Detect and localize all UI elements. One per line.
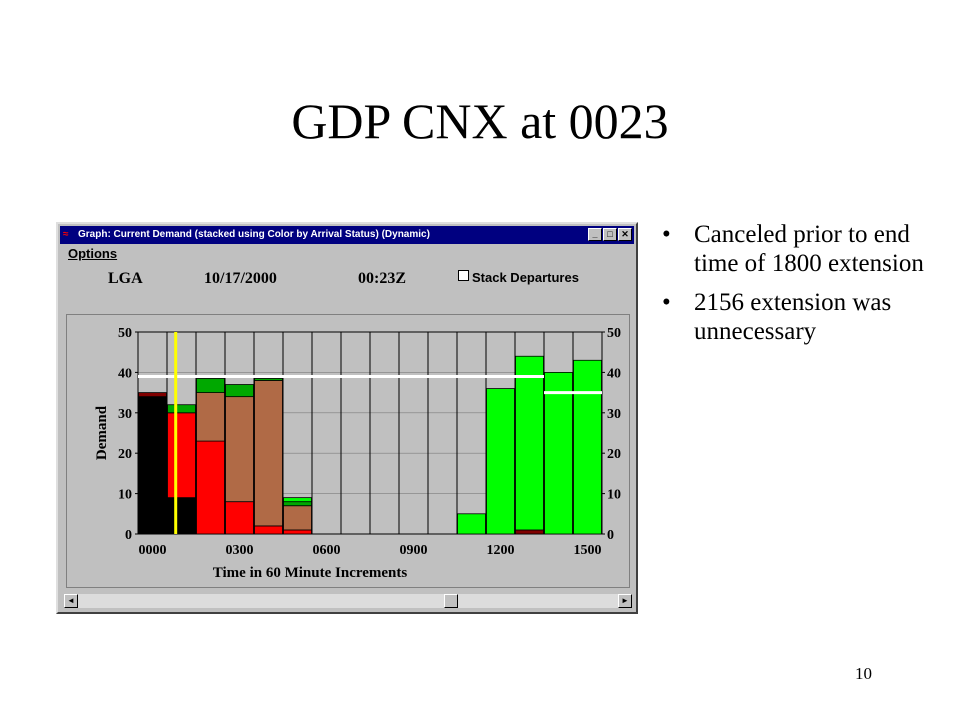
airport-code: LGA <box>108 270 143 287</box>
stack-departures-checkbox[interactable] <box>458 270 469 281</box>
bar-segment <box>544 372 573 535</box>
bar-segment <box>167 412 196 499</box>
y-tick-label-left: 40 <box>118 366 132 381</box>
bar-segment <box>196 392 225 442</box>
y-tick-label-right: 0 <box>607 528 614 543</box>
info-bar: LGA 10/17/2000 00:23Z Stack Departures <box>58 270 636 294</box>
y-tick-label-left: 30 <box>118 407 132 422</box>
bar-segment <box>457 513 486 535</box>
bar-segment <box>225 501 254 535</box>
y-tick-label-left: 10 <box>118 488 132 503</box>
horizontal-scrollbar[interactable]: ◄ ► <box>64 594 632 608</box>
bar-segment <box>515 355 544 531</box>
scroll-thumb[interactable] <box>444 594 458 608</box>
bar-segment <box>138 392 167 398</box>
y-tick-label-left: 0 <box>125 528 132 543</box>
time-label: 00:23Z <box>358 270 406 287</box>
bullet-dot-icon: • <box>662 289 671 316</box>
demand-chart: 0 0 10 10 20 20 30 30 40 40 50 50 0000 0300 0600 0900 12… <box>94 326 621 581</box>
bar-segment <box>196 378 225 393</box>
bar-segment <box>167 497 196 535</box>
minimize-button[interactable]: _ <box>588 228 602 241</box>
bar-segment <box>254 378 283 381</box>
chart-panel: 0 0 10 10 20 20 30 30 40 40 50 50 0000 0300 0600 0900 12… <box>66 314 630 588</box>
maximize-button[interactable]: □ <box>603 228 617 241</box>
bar-segment <box>283 505 312 531</box>
close-button[interactable]: ✕ <box>618 228 632 241</box>
x-tick-label: 0600 <box>313 543 341 558</box>
bar-segment <box>283 497 312 503</box>
title-bar[interactable]: ≈ Graph: Current Demand (stacked using C… <box>60 226 634 244</box>
y-axis-label: Demand <box>94 405 110 460</box>
y-tick-label-right: 30 <box>607 407 621 422</box>
bar-segment <box>283 501 312 507</box>
x-tick-label: 0900 <box>400 543 428 558</box>
bullet-list: • Canceled prior to end time of 1800 exte… <box>662 220 952 356</box>
x-axis-label: Time in 60 Minute Increments <box>213 565 408 581</box>
scroll-right-icon[interactable]: ► <box>618 594 632 608</box>
bar-segment <box>225 384 254 398</box>
bullet-item: • Canceled prior to end time of 1800 exte… <box>662 220 952 278</box>
bar-segment <box>225 396 254 503</box>
y-tick-label-right: 50 <box>607 326 621 341</box>
app-icon[interactable]: ≈ <box>63 229 69 240</box>
bullet-text: Canceled prior to end time of 1800 exten… <box>694 221 924 277</box>
y-tick-label-left: 50 <box>118 326 132 341</box>
bullet-item: • 2156 extension was unnecessary <box>662 288 952 346</box>
x-tick-label: 0000 <box>139 543 167 558</box>
x-tick-label: 1200 <box>487 543 515 558</box>
x-tick-label: 0300 <box>226 543 254 558</box>
y-tick-label-right: 20 <box>607 447 621 462</box>
x-tick-label: 1500 <box>574 543 602 558</box>
window-title: Graph: Current Demand (stacked using Col… <box>78 229 430 240</box>
y-tick-label-right: 40 <box>607 366 621 381</box>
y-tick-label-right: 10 <box>607 488 621 503</box>
bar-segment <box>486 388 515 535</box>
bullet-text: 2156 extension was unnecessary <box>694 289 892 345</box>
bullet-dot-icon: • <box>662 221 671 248</box>
scroll-left-icon[interactable]: ◄ <box>64 594 78 608</box>
page-number: 10 <box>855 664 872 683</box>
graph-window: ≈ Graph: Current Demand (stacked using C… <box>56 222 638 614</box>
bar-segment <box>254 380 283 527</box>
bar-segment <box>573 359 602 535</box>
bar-segment <box>254 525 283 535</box>
bar-segment <box>515 529 544 535</box>
bar-segment <box>138 396 167 535</box>
date-label: 10/17/2000 <box>204 270 277 287</box>
y-tick-label-left: 20 <box>118 447 132 462</box>
bar-segment <box>196 440 225 535</box>
slide-title: GDP CNX at 0023 <box>291 93 669 149</box>
menu-options[interactable]: Options <box>68 246 118 261</box>
bar-segment <box>167 404 196 414</box>
stack-departures-label: Stack Departures <box>472 270 579 285</box>
bar-segment <box>283 529 312 535</box>
menu-bar: Options <box>68 246 117 261</box>
